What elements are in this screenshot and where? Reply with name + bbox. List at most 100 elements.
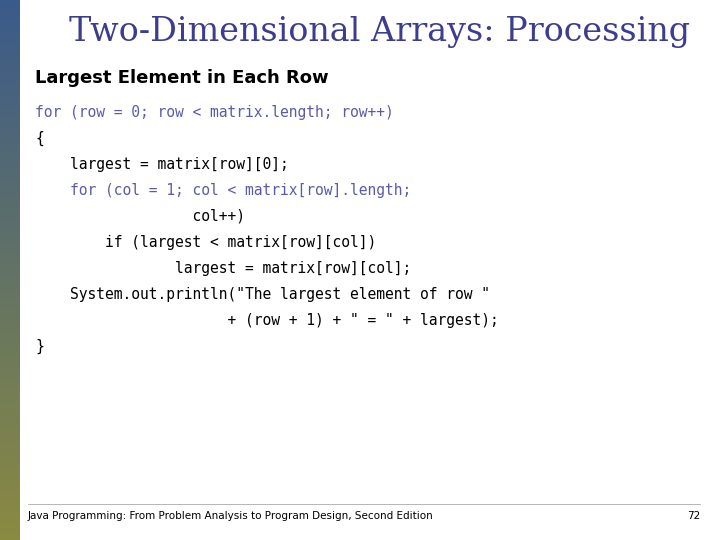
Bar bbox=[0, 491, 20, 494]
Bar bbox=[0, 121, 20, 124]
Bar bbox=[0, 132, 20, 135]
Bar bbox=[0, 469, 20, 472]
Bar bbox=[0, 502, 20, 505]
Bar bbox=[0, 183, 20, 186]
Bar bbox=[0, 145, 20, 149]
Bar bbox=[0, 318, 20, 321]
Bar bbox=[0, 518, 20, 521]
Bar bbox=[0, 2, 20, 5]
Bar bbox=[0, 278, 20, 281]
Bar bbox=[0, 172, 20, 176]
Bar bbox=[0, 194, 20, 197]
Bar bbox=[0, 404, 20, 408]
Bar bbox=[0, 305, 20, 308]
Text: col++): col++) bbox=[35, 208, 245, 224]
Bar bbox=[0, 124, 20, 127]
Bar bbox=[0, 499, 20, 502]
Bar bbox=[0, 191, 20, 194]
Bar bbox=[0, 116, 20, 119]
Bar bbox=[0, 45, 20, 49]
Bar bbox=[0, 442, 20, 446]
Bar bbox=[0, 75, 20, 78]
Bar bbox=[0, 407, 20, 410]
Bar bbox=[0, 242, 20, 246]
Bar bbox=[0, 431, 20, 435]
Bar bbox=[0, 207, 20, 211]
Bar bbox=[0, 369, 20, 373]
Bar bbox=[0, 232, 20, 235]
Bar bbox=[0, 94, 20, 97]
Bar bbox=[0, 521, 20, 524]
Bar bbox=[0, 269, 20, 273]
Bar bbox=[0, 202, 20, 205]
Bar bbox=[0, 410, 20, 413]
Bar bbox=[0, 10, 20, 14]
Bar bbox=[0, 423, 20, 427]
Bar bbox=[0, 461, 20, 464]
Bar bbox=[0, 396, 20, 400]
Bar bbox=[0, 275, 20, 278]
Bar bbox=[0, 475, 20, 478]
Bar bbox=[0, 110, 20, 113]
Text: + (row + 1) + " = " + largest);: + (row + 1) + " = " + largest); bbox=[35, 313, 499, 327]
Bar bbox=[0, 512, 20, 516]
Bar bbox=[0, 210, 20, 213]
Bar bbox=[0, 510, 20, 513]
Text: 72: 72 bbox=[687, 511, 700, 521]
Bar bbox=[0, 137, 20, 140]
Bar bbox=[0, 83, 20, 86]
Bar bbox=[0, 453, 20, 456]
Bar bbox=[0, 251, 20, 254]
Bar bbox=[0, 205, 20, 208]
Bar bbox=[0, 353, 20, 356]
Bar bbox=[0, 526, 20, 529]
Bar bbox=[0, 229, 20, 232]
Bar bbox=[0, 99, 20, 103]
Bar bbox=[0, 458, 20, 462]
Bar bbox=[0, 186, 20, 189]
Text: Largest Element in Each Row: Largest Element in Each Row bbox=[35, 69, 328, 87]
Bar bbox=[0, 5, 20, 8]
Bar bbox=[0, 464, 20, 467]
Bar bbox=[0, 197, 20, 200]
Bar bbox=[0, 272, 20, 275]
Bar bbox=[0, 126, 20, 130]
Bar bbox=[0, 26, 20, 30]
Bar bbox=[0, 359, 20, 362]
Bar bbox=[0, 315, 20, 319]
Bar bbox=[0, 310, 20, 313]
Bar bbox=[0, 67, 20, 70]
Bar bbox=[0, 342, 20, 346]
Bar bbox=[0, 0, 20, 3]
Bar bbox=[0, 434, 20, 437]
Bar bbox=[0, 215, 20, 219]
Bar bbox=[0, 504, 20, 508]
Text: }: } bbox=[35, 339, 44, 354]
Bar bbox=[0, 80, 20, 84]
Bar bbox=[0, 24, 20, 27]
Bar bbox=[0, 364, 20, 367]
Bar bbox=[0, 51, 20, 54]
Bar bbox=[0, 48, 20, 51]
Bar bbox=[0, 43, 20, 46]
Bar bbox=[0, 467, 20, 470]
Bar bbox=[0, 153, 20, 157]
Bar bbox=[0, 531, 20, 535]
Bar bbox=[0, 240, 20, 243]
Bar bbox=[0, 62, 20, 65]
Bar bbox=[0, 483, 20, 486]
Bar bbox=[0, 253, 20, 256]
Bar bbox=[0, 332, 20, 335]
Text: for (col = 1; col < matrix[row].length;: for (col = 1; col < matrix[row].length; bbox=[35, 183, 411, 198]
Bar bbox=[0, 448, 20, 451]
Bar bbox=[0, 485, 20, 489]
Bar bbox=[0, 56, 20, 59]
Bar bbox=[0, 64, 20, 68]
Bar bbox=[0, 337, 20, 340]
Bar bbox=[0, 175, 20, 178]
Bar bbox=[0, 329, 20, 332]
Bar bbox=[0, 226, 20, 230]
Bar bbox=[0, 288, 20, 292]
Bar bbox=[0, 86, 20, 89]
Bar bbox=[0, 283, 20, 286]
